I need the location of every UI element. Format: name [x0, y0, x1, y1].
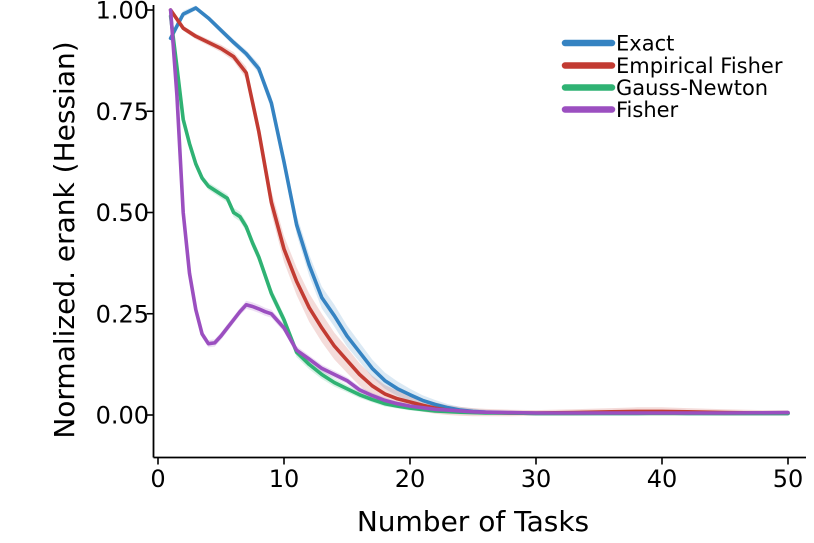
x-tick-label: 30 [521, 465, 552, 493]
legend-item-empirical-fisher: Empirical Fisher [561, 54, 783, 78]
legend-label: Empirical Fisher [616, 54, 783, 78]
legend-item-gauss-newton: Gauss-Newton [561, 76, 768, 100]
axes-layer [152, 5, 806, 459]
ticks-layer: 0 10 20 30 40 50 0.00 0.25 0.50 0.75 1.00 [96, 0, 804, 493]
y-axis-label: Normalized. erank (Hessian) [48, 41, 81, 438]
y-tick-label: 0.25 [96, 300, 149, 328]
legend-label: Exact [616, 32, 674, 56]
x-tick-label: 40 [647, 465, 678, 493]
x-tick-label: 10 [269, 465, 300, 493]
x-axis-label: Number of Tasks [357, 505, 589, 538]
y-tick-label: 0.75 [96, 98, 149, 126]
x-tick-label: 0 [150, 465, 165, 493]
y-tick-label: 1.00 [96, 0, 149, 25]
y-tick-label: 0.00 [96, 402, 149, 430]
x-tick-label: 20 [395, 465, 426, 493]
confidence-band-exact [170, 5, 789, 415]
legend-label: Fisher [616, 98, 679, 122]
legend-label: Gauss-Newton [616, 76, 768, 100]
legend-item-fisher: Fisher [561, 98, 679, 122]
series-line-fisher [168, 8, 790, 415]
series-lines-layer [168, 6, 790, 416]
confidence-bands-layer [170, 5, 789, 417]
x-tick-label: 50 [773, 465, 804, 493]
y-tick-label: 0.50 [96, 199, 149, 227]
legend-item-exact: Exact [561, 32, 674, 56]
